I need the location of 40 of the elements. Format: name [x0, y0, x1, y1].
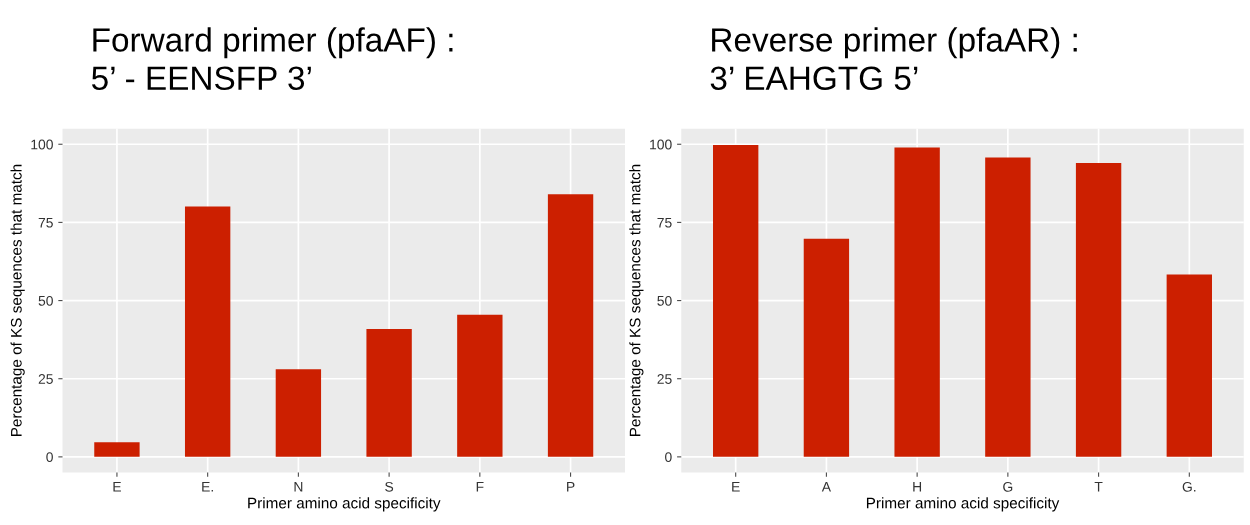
x-tick-label: T: [1094, 482, 1103, 492]
x-tick-label: E: [113, 482, 121, 492]
bar: [94, 442, 140, 457]
x-tick-label: F: [476, 482, 484, 492]
x-tick-label: A: [821, 482, 832, 492]
bar: [713, 144, 759, 457]
y-axis-title: Percentage of KS sequences that match: [10, 164, 25, 437]
x-axis-title: Primer amino acid specificity: [866, 497, 1060, 512]
y-axis-title: Percentage of KS sequences that match: [629, 164, 644, 437]
bar: [275, 369, 322, 457]
x-tick-label: E.: [202, 482, 213, 492]
bar: [894, 147, 940, 457]
bar: [985, 157, 1031, 457]
x-tick-label: E: [732, 482, 740, 492]
y-tick-label: 25: [38, 374, 53, 384]
bar: [366, 329, 412, 457]
y-tick-label: 25: [657, 374, 672, 384]
y-tick-label: 0: [665, 452, 672, 463]
chart-title: Forward primer (pfaAF) : 5’ - EENSFP 3’: [91, 27, 453, 91]
chart-title: Reverse primer (pfaAR) : 3’ EAHGTG 5’: [710, 27, 1077, 91]
bar: [457, 314, 503, 457]
bar: [1166, 274, 1212, 457]
bar: [1075, 163, 1122, 457]
y-tick-label: 75: [657, 217, 672, 228]
y-tick-label: 100: [31, 139, 53, 150]
x-tick-label: G: [1003, 481, 1013, 492]
x-tick-label: G.: [1182, 481, 1196, 492]
bar: [803, 238, 850, 457]
y-tick-label: 50: [657, 295, 672, 306]
y-tick-label: 100: [650, 139, 672, 150]
y-tick-label: 0: [46, 452, 53, 463]
x-tick-label: H: [913, 482, 922, 492]
x-axis-title: Primer amino acid specificity: [248, 497, 441, 512]
bar: [547, 194, 594, 457]
y-tick-label: 75: [38, 217, 53, 228]
bar: [184, 206, 231, 457]
x-tick-label: N: [294, 482, 303, 492]
x-tick-label: S: [385, 481, 394, 492]
y-tick-label: 50: [38, 295, 53, 306]
x-tick-label: P: [567, 482, 575, 492]
